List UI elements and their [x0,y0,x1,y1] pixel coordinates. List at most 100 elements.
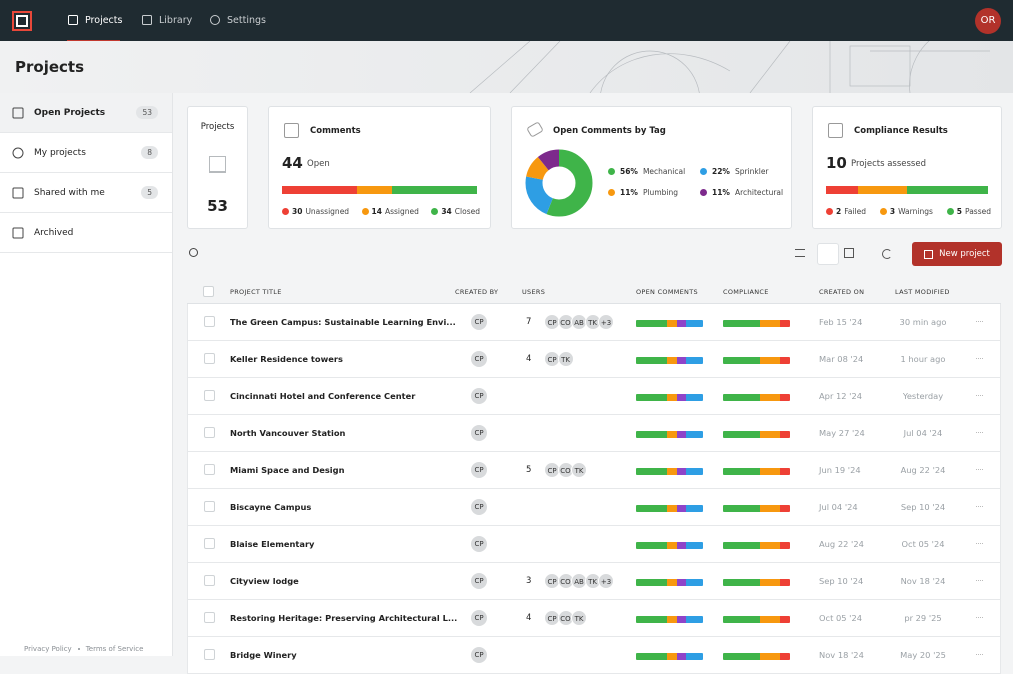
refresh-icon[interactable] [882,249,892,259]
created-on: Feb 15 '24 [819,317,863,327]
table-row[interactable]: Restoring Heritage: Preserving Architect… [187,600,1001,637]
sidebar-icon [12,227,24,239]
row-menu[interactable] [976,358,983,359]
nav-item[interactable]: Library [141,14,192,26]
legend-value: 14 [371,207,382,216]
table-row[interactable]: Miami Space and Design CP 5 CP CO TK Jun 19 '2… [187,452,1001,489]
row-menu[interactable] [976,654,983,655]
status-segment [666,542,678,549]
footer-link[interactable]: Terms of Service [85,645,144,653]
sidebar-item[interactable]: Archived [0,213,172,253]
logo[interactable] [12,11,32,31]
card-icon [828,123,843,138]
legend-value: 30 [292,207,303,216]
status-bar [723,653,790,660]
row-checkbox[interactable] [204,501,215,512]
row-checkbox[interactable] [204,649,215,660]
list-view-toggle[interactable] [817,243,839,265]
last-modified: May 20 '25 [900,650,946,660]
table-row[interactable]: Keller Residence towers CP 4 CP TK Mar 08 '24… [187,341,1001,378]
status-segment [677,431,686,438]
legend-label: Unassigned [305,207,350,216]
creator-avatar: CP [471,610,487,626]
nav-item[interactable]: Projects [67,14,122,26]
row-checkbox[interactable] [204,575,215,586]
created-on: Mar 08 '24 [819,354,864,364]
table-row[interactable]: The Green Campus: Sustainable Learning E… [187,304,1001,341]
table-row[interactable]: Biscayne Campus CP Jul 04 '24 Sep 10 '24 [187,489,1001,526]
table-row[interactable]: Blaise Elementary CP Aug 22 '24 Oct 05 '24 [187,526,1001,563]
card-icon [526,121,544,138]
legend-value: 5 [956,207,963,216]
row-checkbox[interactable] [204,538,215,549]
row-checkbox[interactable] [204,316,215,327]
status-segment [759,542,780,549]
legend-item: 14 Assigned [361,207,419,216]
created-on: Jul 04 '24 [819,502,858,512]
row-checkbox[interactable] [204,390,215,401]
row-menu[interactable] [976,469,983,470]
row-menu[interactable] [976,506,983,507]
sidebar-item[interactable]: Shared with me 5 [0,173,172,213]
status-segment [779,394,790,401]
table-row[interactable]: North Vancouver Station CP May 27 '24 Jul 0… [187,415,1001,452]
legend-value: 11% [712,188,730,197]
card-title: Compliance Results [854,126,948,136]
status-bar [636,394,703,401]
member-avatar: TK [571,462,587,478]
nav-icon [142,15,152,25]
created-on: Oct 05 '24 [819,613,863,623]
project-title: Cityview lodge [230,576,299,586]
status-bar [636,505,703,512]
status-bar [723,431,790,438]
member-avatar: CP [544,573,560,589]
card-title: Comments [310,126,361,136]
created-on: Apr 12 '24 [819,391,863,401]
header-checkbox[interactable] [203,286,214,297]
creator-avatar: CP [471,499,487,515]
status-segment [723,505,760,512]
table-row[interactable]: Cityview lodge CP 3 CP CO AB TK +3 Sep 10 '24 Nov… [187,563,1001,600]
legend-label: Architectural [734,188,784,197]
search-icon[interactable] [189,248,198,257]
footer-link[interactable]: Privacy Policy [24,645,72,653]
row-menu[interactable] [976,617,983,618]
row-menu[interactable] [976,432,983,433]
status-segment [759,505,780,512]
status-bar [636,320,703,327]
row-checkbox[interactable] [204,464,215,475]
last-modified: Yesterday [902,391,944,401]
status-bar [723,616,790,623]
nav-item[interactable]: Settings [209,14,266,26]
status-bar [636,653,703,660]
table-row[interactable]: Cincinnati Hotel and Conference Center CP… [187,378,1001,415]
row-checkbox[interactable] [204,427,215,438]
icon-shape [68,15,78,25]
legend-item: 3 Warnings [879,207,933,216]
legend-value: 56% [620,167,638,176]
project-title: North Vancouver Station [230,428,346,438]
grid-view-toggle[interactable] [844,248,854,258]
row-checkbox[interactable] [204,353,215,364]
sidebar-item[interactable]: Open Projects 53 [0,93,172,133]
row-menu[interactable] [976,580,983,581]
legend-dot [608,189,615,196]
sort-icon[interactable] [795,249,805,257]
new-project-button[interactable]: New project [912,242,1002,266]
legend: 2 Failed 3 Warnings 5 Passed [826,207,991,216]
status-segment [723,357,760,364]
row-menu[interactable] [976,395,983,396]
button-label: New project [939,249,990,259]
sidebar-item[interactable]: My projects 8 [0,133,172,173]
row-checkbox[interactable] [204,612,215,623]
status-segment [723,468,760,475]
last-modified: Nov 18 '24 [900,576,946,586]
status-bar [636,431,703,438]
row-menu[interactable] [976,543,983,544]
card-total-label: Open [307,159,330,169]
creator-avatar: CP [471,351,487,367]
column-header: CREATED ON [819,288,865,296]
legend-dot [946,208,954,215]
row-menu[interactable] [976,321,983,322]
user-avatar[interactable]: OR [975,8,1001,34]
